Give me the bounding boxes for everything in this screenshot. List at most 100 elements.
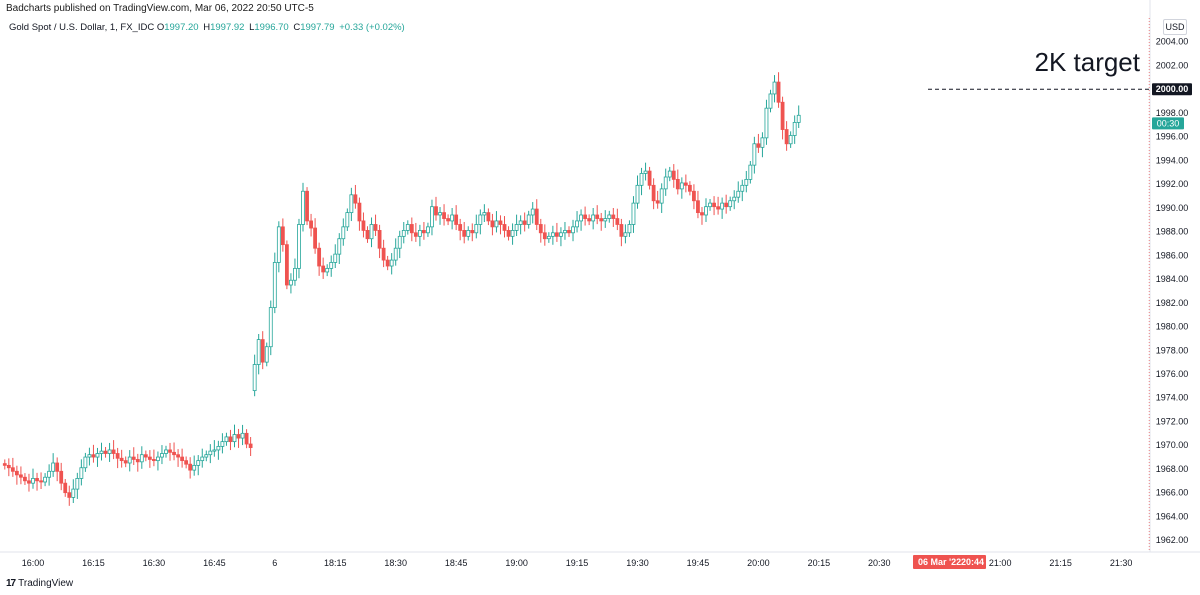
price-tick-label: 1986.00: [1156, 250, 1189, 260]
candle-body: [147, 456, 152, 460]
crosshair-time-tag: 06 Mar '22 20:44: [913, 555, 986, 569]
candle-body: [683, 182, 688, 186]
candle-body: [293, 267, 297, 281]
candle-body: [450, 214, 455, 222]
price-tick-label: 1970.00: [1156, 440, 1189, 450]
candle-body: [526, 214, 531, 225]
candle-body: [176, 454, 180, 458]
price-tick-label: 1982.00: [1156, 298, 1189, 308]
candle-body: [712, 202, 716, 208]
candle-body: [756, 143, 761, 148]
candle-body: [67, 492, 72, 498]
change-value: +0.33 (+0.02%): [339, 22, 405, 33]
candle-body: [260, 339, 265, 363]
candle-body: [458, 224, 463, 231]
candle-body: [454, 214, 459, 225]
time-tick-label: 19:45: [687, 558, 710, 568]
candle-body: [744, 178, 749, 186]
candle-body: [184, 460, 189, 465]
candle-body: [514, 224, 519, 231]
price-tick-label: 1978.00: [1156, 345, 1189, 355]
candle-body: [91, 454, 96, 458]
open-value: 1997.20: [164, 22, 199, 33]
candle-body: [55, 462, 60, 472]
candle-body: [204, 454, 209, 458]
candle-body: [385, 259, 390, 267]
candle-body: [75, 478, 80, 490]
candle-body: [530, 208, 535, 216]
candle-body: [6, 464, 11, 469]
time-tick-label: 21:00: [989, 558, 1012, 568]
level-price-label: 2000.00: [1156, 84, 1189, 94]
candle-body: [466, 230, 471, 237]
candle-body: [534, 208, 539, 225]
candle-body: [188, 463, 193, 471]
price-tick-label: 2004.00: [1156, 37, 1189, 47]
candle-body: [248, 443, 253, 448]
price-tick-label: 1990.00: [1156, 203, 1189, 213]
price-tick-label: 2002.00: [1156, 60, 1189, 70]
candle-body: [462, 230, 467, 237]
candle-body: [309, 220, 313, 229]
time-tick-label: 20:30: [868, 558, 891, 568]
symbol-name: Gold Spot / U.S. Dollar, 1, FX_IDC: [9, 22, 155, 33]
candle-body: [397, 235, 402, 249]
candle-body: [409, 224, 414, 234]
candle-body: [708, 202, 712, 208]
candle-body: [595, 214, 600, 219]
price-tick-label: 1988.00: [1156, 227, 1189, 237]
price-tick-label: 1992.00: [1156, 179, 1189, 189]
candle-body: [35, 478, 39, 482]
candle-body: [522, 220, 527, 225]
time-tick-label: 20:15: [808, 558, 831, 568]
time-tick-label: 16:30: [143, 558, 166, 568]
currency-button[interactable]: USD: [1163, 19, 1187, 35]
low-label: L: [249, 22, 255, 33]
candle-body: [603, 218, 608, 222]
candle-body: [389, 259, 394, 267]
candle-body: [156, 456, 160, 462]
candle-body: [39, 480, 43, 483]
time-tick-label: 16:00: [22, 558, 45, 568]
candle-body: [631, 202, 636, 225]
candle-body: [442, 212, 446, 219]
tradingview-logo[interactable]: 17 TradingView: [6, 578, 73, 589]
price-tick-label: 1964.00: [1156, 511, 1189, 521]
candle-body: [268, 307, 273, 348]
candle-body: [696, 200, 700, 214]
open-label: O: [156, 22, 165, 33]
candle-body: [51, 462, 56, 472]
candle-body: [284, 244, 289, 286]
candle-body: [401, 230, 406, 237]
candle-body: [107, 449, 112, 454]
price-axis[interactable]: 1962.00 1964.00 1966.00 1968.00 1970.00 1972.…: [1156, 37, 1189, 545]
candle-body: [59, 470, 64, 484]
price-tick-label: 1996.00: [1156, 132, 1189, 142]
candle-body: [720, 202, 725, 210]
time-tick-label: 16:45: [203, 558, 226, 568]
time-tick-label: 18:15: [324, 558, 347, 568]
close-value: 1997.79: [300, 22, 335, 33]
candle-body: [679, 182, 684, 190]
candle-body: [687, 184, 692, 192]
candle-body: [591, 214, 596, 222]
candle-body: [63, 482, 68, 494]
time-tick-label: 18:30: [384, 558, 407, 568]
candle-body: [196, 460, 201, 466]
candle-body: [2, 463, 7, 466]
time-axis[interactable]: 16:00 16:15 16:30 16:45 6 18:15 18:30 18:45 19:0…: [22, 558, 1133, 568]
countdown-label: 00:30: [1157, 118, 1180, 128]
candle-body: [365, 230, 370, 240]
time-tick-label: 19:15: [566, 558, 589, 568]
price-tick-label: 1962.00: [1156, 535, 1189, 545]
candle-body: [615, 218, 620, 225]
candle-body: [345, 212, 350, 228]
price-tick-label: 1980.00: [1156, 322, 1189, 332]
symbol-legend[interactable]: Gold Spot / U.S. Dollar, 1, FX_IDC O1997…: [9, 22, 407, 33]
candle-body: [232, 434, 237, 443]
candle-body: [764, 107, 769, 139]
candle-body: [329, 262, 334, 269]
candle-body: [474, 224, 479, 234]
candle-body: [478, 214, 483, 225]
